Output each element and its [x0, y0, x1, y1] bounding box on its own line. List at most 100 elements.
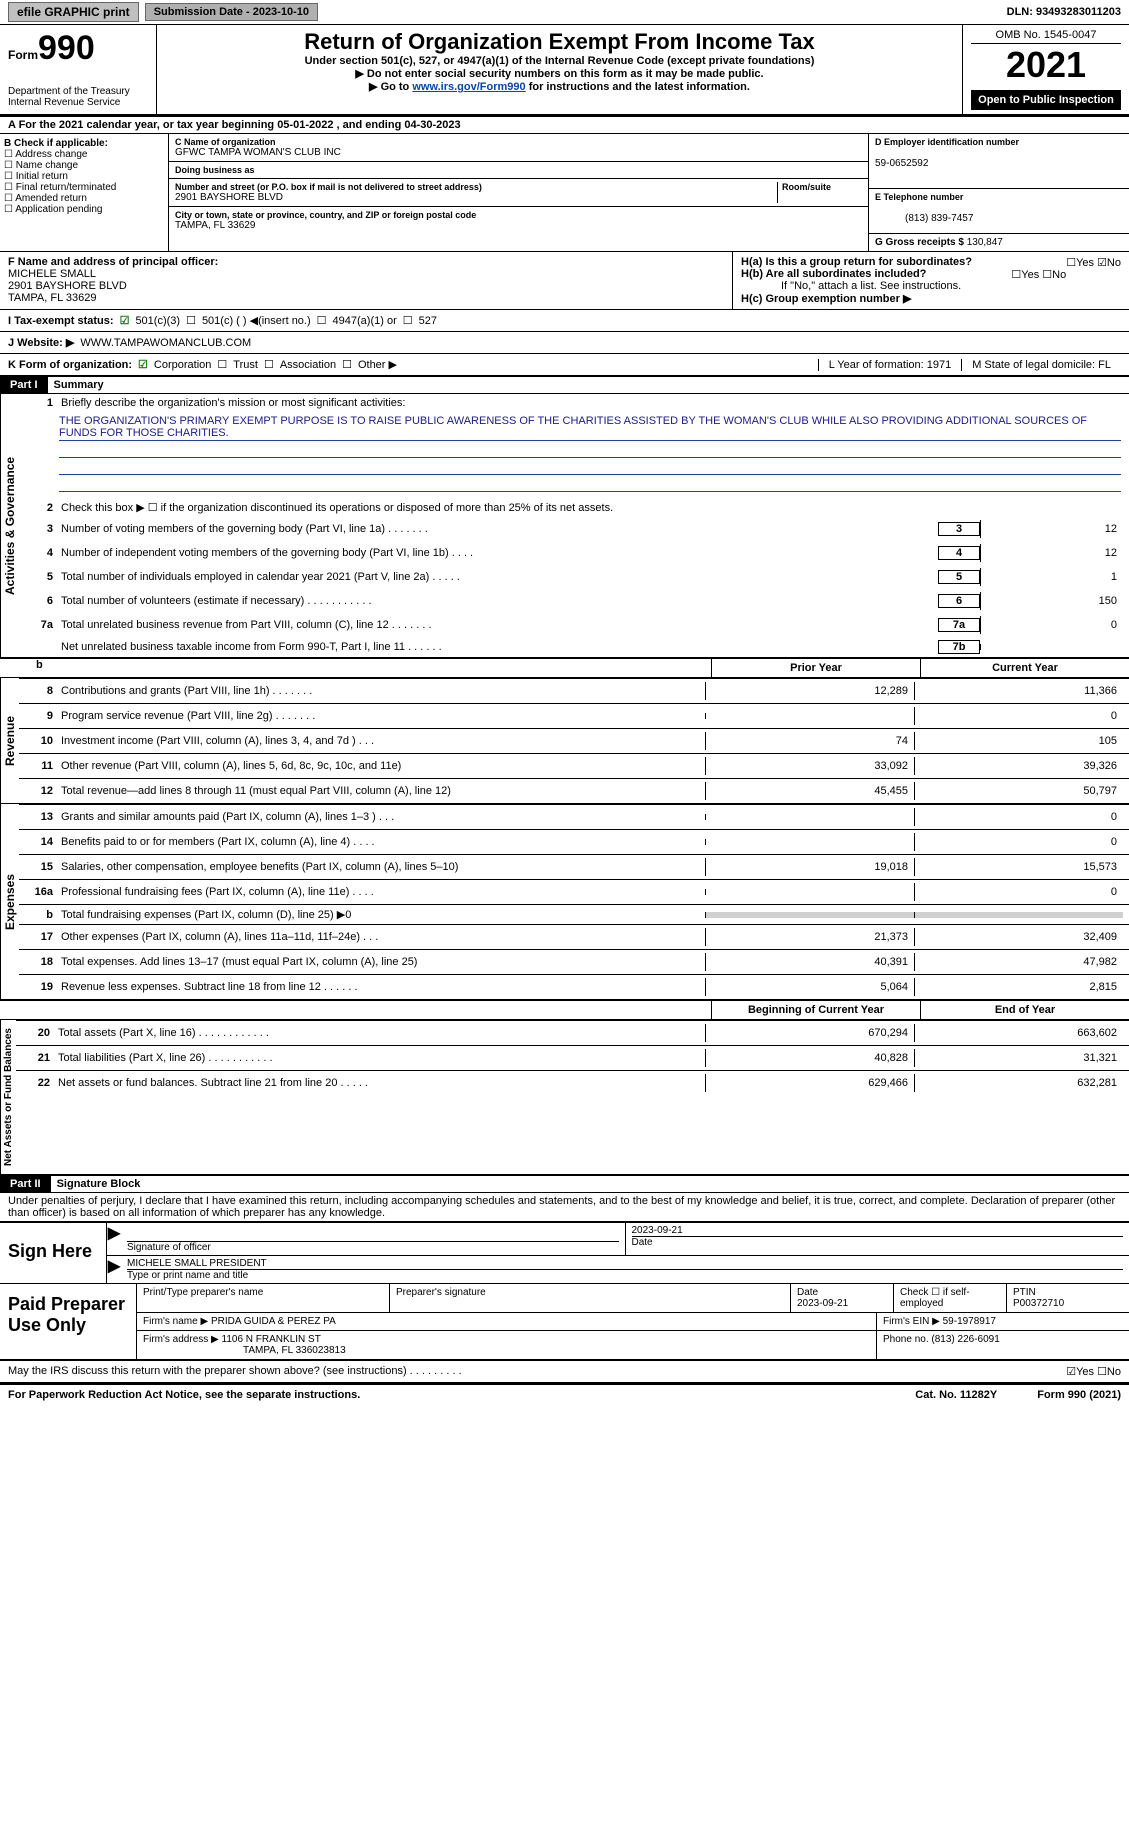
net-assets-section: Net Assets or Fund Balances 20Total asse…	[0, 1020, 1129, 1175]
financial-row: 10Investment income (Part VIII, column (…	[19, 728, 1129, 753]
prep-sig-cell[interactable]: Preparer's signature	[390, 1284, 791, 1312]
chk-address-change[interactable]: ☐ Address change	[4, 149, 164, 160]
ein-cell: D Employer identification number 59-0652…	[869, 134, 1129, 189]
financial-row: 18Total expenses. Add lines 13–17 (must …	[19, 949, 1129, 974]
dba-cell: Doing business as	[169, 162, 868, 179]
dln-label: DLN: 93493283011203	[1007, 6, 1121, 18]
hdr-beginning-year: Beginning of Current Year	[711, 1001, 920, 1019]
hdr-prior-year: Prior Year	[711, 659, 920, 677]
q2-text: Check this box ▶ ☐ if the organization d…	[61, 501, 1123, 514]
form-footer: Form 990 (2021)	[1037, 1389, 1121, 1401]
sign-here-label: Sign Here	[0, 1223, 107, 1283]
prep-name-cell: Print/Type preparer's name	[137, 1284, 390, 1312]
street-address: 2901 BAYSHORE BLVD	[175, 192, 283, 203]
summary-row: 6Total number of volunteers (estimate if…	[19, 589, 1129, 613]
phone-value: (813) 839-7457	[875, 213, 973, 224]
signature-block: Sign Here ▶ Signature of officer 2023-09…	[0, 1222, 1129, 1284]
tax-year: 2021	[971, 44, 1121, 86]
year-formation: L Year of formation: 1971	[818, 359, 962, 371]
q1-text: Briefly describe the organization's miss…	[61, 397, 1123, 409]
firm-address-cell: Firm's address ▶ 1106 N FRANKLIN ST TAMP…	[137, 1331, 877, 1359]
chk-initial-return[interactable]: ☐ Initial return	[4, 171, 164, 182]
phone-cell: E Telephone number (813) 839-7457	[869, 189, 1129, 234]
perjury-declaration: Under penalties of perjury, I declare th…	[0, 1193, 1129, 1222]
open-to-public-badge: Open to Public Inspection	[971, 90, 1121, 110]
ein-value: 59-0652592	[875, 158, 928, 169]
dept-treasury: Department of the Treasury	[8, 86, 148, 97]
firm-ein-cell: Firm's EIN ▶ 59-1978917	[877, 1313, 1129, 1330]
chk-association[interactable]: ☐	[264, 358, 274, 371]
chk-501c[interactable]: ☐	[186, 314, 196, 327]
part1-header-row: Part I Summary	[0, 376, 1129, 394]
efile-print-button[interactable]: efile GRAPHIC print	[8, 2, 139, 22]
form-subtitle-1: Under section 501(c), 527, or 4947(a)(1)…	[165, 55, 954, 67]
activities-governance-section: Activities & Governance 1Briefly describ…	[0, 394, 1129, 658]
self-employed-check[interactable]: Check ☐ if self-employed	[894, 1284, 1007, 1312]
org-name-cell: C Name of organization GFWC TAMPA WOMAN'…	[169, 134, 868, 162]
hdr-current-year: Current Year	[920, 659, 1129, 677]
ha-label: H(a) Is this a group return for subordin…	[741, 256, 972, 268]
firm-name-cell: Firm's name ▶ PRIDA GUIDA & PEREZ PA	[137, 1313, 877, 1330]
vlabel-net-assets: Net Assets or Fund Balances	[0, 1020, 16, 1174]
firm-phone-cell: Phone no. (813) 226-6091	[877, 1331, 1129, 1359]
paid-preparer-label: Paid Preparer Use Only	[0, 1284, 137, 1359]
irs-form990-link[interactable]: www.irs.gov/Form990	[412, 81, 525, 93]
cat-number: Cat. No. 11282Y	[915, 1389, 997, 1401]
chk-corporation[interactable]: ☑	[138, 358, 148, 371]
chk-final-return[interactable]: ☐ Final return/terminated	[4, 182, 164, 193]
state-domicile: M State of legal domicile: FL	[961, 359, 1121, 371]
footer-row: For Paperwork Reduction Act Notice, see …	[0, 1385, 1129, 1405]
sig-officer-cell[interactable]: Signature of officer	[121, 1223, 626, 1255]
vlabel-activities: Activities & Governance	[0, 394, 19, 657]
officer-name: MICHELE SMALL	[8, 268, 96, 280]
financial-row: 20Total assets (Part X, line 16) . . . .…	[16, 1020, 1129, 1045]
part2-header-row: Part II Signature Block	[0, 1175, 1129, 1193]
chk-amended-return[interactable]: ☐ Amended return	[4, 193, 164, 204]
omb-number: OMB No. 1545-0047	[971, 29, 1121, 44]
check-if-applicable: B Check if applicable: ☐ Address change …	[0, 134, 169, 251]
hb-note: If "No," attach a list. See instructions…	[741, 280, 1121, 292]
submission-date-badge: Submission Date - 2023-10-10	[145, 3, 318, 21]
chk-527[interactable]: ☐	[403, 314, 413, 327]
summary-row: 3Number of voting members of the governi…	[19, 517, 1129, 541]
may-irs-discuss-row: May the IRS discuss this return with the…	[0, 1361, 1129, 1385]
chk-501c3[interactable]: ☑	[120, 314, 130, 327]
org-name: GFWC TAMPA WOMAN'S CLUB INC	[175, 147, 341, 158]
financial-row: 15Salaries, other compensation, employee…	[19, 854, 1129, 879]
ptin-cell: PTINP00372710	[1007, 1284, 1129, 1312]
vlabel-revenue: Revenue	[0, 678, 19, 803]
part2-title: Signature Block	[51, 1178, 141, 1190]
form-number: Form990	[8, 29, 148, 68]
principal-officer-row: F Name and address of principal officer:…	[0, 252, 1129, 310]
website-url[interactable]: WWW.TAMPAWOMANCLUB.COM	[80, 337, 251, 349]
city-state-zip: TAMPA, FL 33629	[175, 220, 255, 231]
part1-title: Summary	[48, 379, 104, 391]
chk-4947a1[interactable]: ☐	[317, 314, 327, 327]
may-irs-answer[interactable]: ☑Yes ☐No	[1066, 1365, 1121, 1378]
form-title: Return of Organization Exempt From Incom…	[165, 29, 954, 55]
dept-irs: Internal Revenue Service	[8, 97, 148, 108]
chk-other[interactable]: ☐	[342, 358, 352, 371]
vlabel-expenses: Expenses	[0, 804, 19, 999]
form-of-org-row: K Form of organization: ☑ Corporation ☐ …	[0, 354, 1129, 376]
part1-badge: Part I	[0, 377, 48, 393]
sig-date-cell: 2023-09-21 Date	[626, 1223, 1129, 1255]
mission-text: THE ORGANIZATION'S PRIMARY EXEMPT PURPOS…	[59, 414, 1121, 441]
financial-row: 22Net assets or fund balances. Subtract …	[16, 1070, 1129, 1095]
city-cell: City or town, state or province, country…	[169, 207, 868, 234]
pra-notice: For Paperwork Reduction Act Notice, see …	[8, 1389, 360, 1401]
street-cell: Number and street (or P.O. box if mail i…	[169, 179, 868, 207]
form-subtitle-2: ▶ Do not enter social security numbers o…	[165, 67, 954, 80]
chk-name-change[interactable]: ☐ Name change	[4, 160, 164, 171]
tax-exempt-status-row: I Tax-exempt status: ☑ 501(c)(3) ☐ 501(c…	[0, 310, 1129, 332]
financial-row: 11Other revenue (Part VIII, column (A), …	[19, 753, 1129, 778]
financial-row: 8Contributions and grants (Part VIII, li…	[19, 678, 1129, 703]
paid-preparer-block: Paid Preparer Use Only Print/Type prepar…	[0, 1284, 1129, 1361]
ha-answer[interactable]: ☐Yes ☑No	[1066, 256, 1121, 269]
gross-receipts-value: 130,847	[967, 237, 1003, 248]
chk-application-pending[interactable]: ☐ Application pending	[4, 204, 164, 215]
hb-answer[interactable]: ☐Yes ☐No	[1011, 268, 1066, 281]
financial-row: 16aProfessional fundraising fees (Part I…	[19, 879, 1129, 904]
hc-label: H(c) Group exemption number ▶	[741, 293, 911, 305]
chk-trust[interactable]: ☐	[217, 358, 227, 371]
